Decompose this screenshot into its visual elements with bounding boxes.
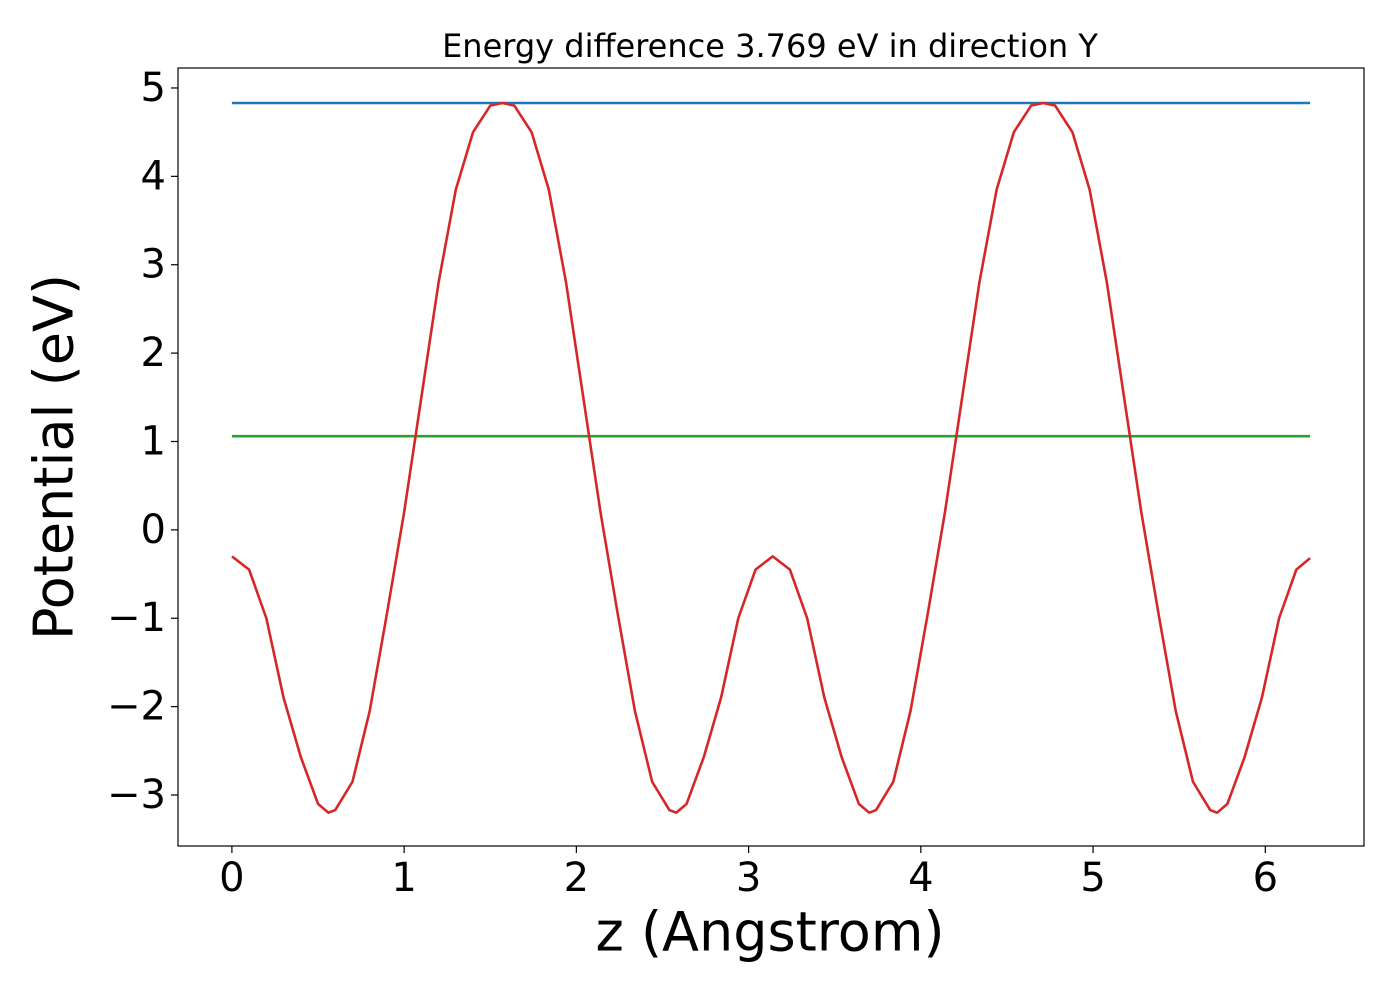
chart-title: Energy difference 3.769 eV in direction …	[442, 27, 1098, 65]
y-tick-label: 2	[141, 330, 166, 376]
x-axis-label: z (Angstrom)	[595, 901, 944, 964]
x-tick-label: 0	[219, 855, 244, 901]
y-tick-label: 0	[141, 507, 166, 553]
x-tick-label: 3	[736, 855, 761, 901]
y-tick-label: −1	[107, 595, 166, 641]
y-tick-label: −3	[107, 772, 166, 818]
y-tick-label: 1	[141, 418, 166, 464]
y-tick-label: 4	[141, 153, 166, 199]
y-tick-label: 3	[141, 242, 166, 288]
series-line	[231, 101, 1311, 814]
x-tick-label: 4	[908, 855, 933, 901]
x-tick-label: 6	[1253, 855, 1278, 901]
y-tick-label: −2	[107, 684, 166, 730]
x-tick-label: 1	[391, 855, 416, 901]
x-tick-label: 2	[564, 855, 589, 901]
plot-frame	[177, 67, 1365, 847]
y-tick-label: 5	[141, 65, 166, 111]
x-tick-label: 5	[1080, 855, 1105, 901]
y-axis-label: Potential (eV)	[23, 274, 86, 640]
